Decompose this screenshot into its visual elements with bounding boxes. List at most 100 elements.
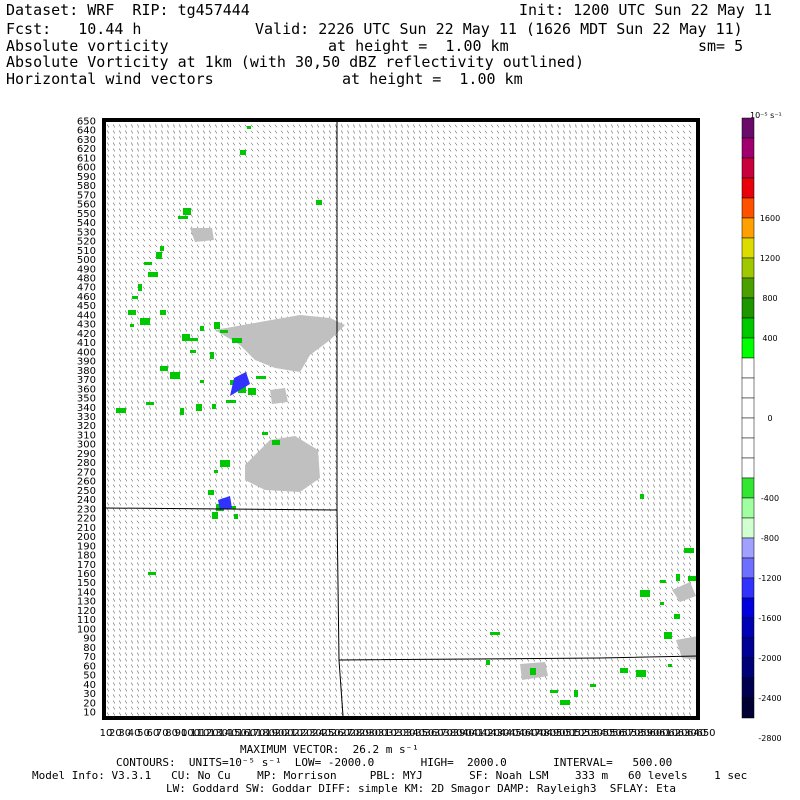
colorbar-tick-label: -800: [761, 534, 779, 543]
y-axis-tick-label: 430: [77, 320, 96, 331]
colorbar-swatch: [741, 297, 755, 319]
colorbar-swatch: [741, 697, 755, 719]
x-axis-tick-label: 60: [147, 728, 160, 739]
vorticity-patch: [620, 668, 628, 673]
x-axis-tick-label: 480: [537, 728, 556, 739]
y-axis-tick-label: 490: [77, 264, 96, 275]
colorbar-swatch: [741, 597, 755, 619]
colorbar-swatch: [741, 417, 755, 439]
vorticity-patch: [200, 380, 204, 383]
negative-vorticity-patch: [218, 496, 232, 510]
y-axis-tick-label: 60: [83, 661, 96, 672]
colorbar-swatch: [741, 377, 755, 399]
x-axis-tick-label: 650: [696, 728, 715, 739]
reflectivity-shading: [190, 228, 698, 680]
max-vector-label: MAXIMUM VECTOR: 26.2 m s⁻¹: [240, 743, 419, 756]
vorticity-patch: [262, 432, 268, 435]
reflectivity-area: [215, 315, 345, 372]
colorbar-swatch: [741, 657, 755, 679]
y-axis-tick-label: 500: [77, 255, 96, 266]
colorbar-swatch: [741, 137, 755, 159]
colorbar-tick-label: 1200: [760, 254, 780, 263]
x-axis-tick-label: 450: [509, 728, 528, 739]
vorticity-patch: [560, 700, 570, 705]
y-axis-tick-label: 530: [77, 227, 96, 238]
y-axis-tick-label: 570: [77, 190, 96, 201]
colorbar-tick-label: -2800: [758, 734, 781, 743]
y-axis-tick-label: 240: [77, 495, 96, 506]
colorbar-swatch: [741, 237, 755, 259]
y-axis-tick-label: 620: [77, 144, 96, 155]
colorbar-swatch: [741, 257, 755, 279]
y-axis-tick-label: 140: [77, 588, 96, 599]
y-axis-tick-label: 220: [77, 514, 96, 525]
x-axis-tick-label: 580: [631, 728, 650, 739]
x-axis-tick-label: 400: [462, 728, 481, 739]
colorbar-swatch: [741, 357, 755, 379]
y-axis-tick-label: 510: [77, 246, 96, 257]
y-axis-tick-label: 350: [77, 394, 96, 405]
y-axis-tick-label: 230: [77, 504, 96, 515]
y-axis-tick-label: 190: [77, 541, 96, 552]
x-axis-tick-label: 290: [359, 728, 378, 739]
vorticity-patch: [220, 460, 230, 467]
x-axis-tick-label: 150: [228, 728, 247, 739]
vorticity-patch: [214, 322, 220, 329]
vorticity-patch: [212, 404, 216, 409]
x-axis-tick-label: 370: [434, 728, 453, 739]
x-axis-tick-label: 270: [340, 728, 359, 739]
vorticity-patch: [684, 548, 694, 553]
x-axis-tick-label: 260: [331, 728, 350, 739]
x-axis-tick-label: 180: [256, 728, 275, 739]
colorbar-swatch: [741, 197, 755, 219]
vorticity-patch: [178, 216, 188, 219]
x-axis-tick-label: 140: [218, 728, 237, 739]
reflectivity-area: [245, 436, 320, 492]
reflectivity-area: [672, 582, 696, 602]
vorticity-patch: [190, 350, 196, 353]
vorticity-patch: [272, 440, 280, 445]
state-border-horizontal-east: [338, 655, 699, 661]
colorbar-tick-label: 1600: [760, 214, 780, 223]
field2-name: Absolute Vorticity at 1km (with 30,50 dB…: [6, 53, 584, 71]
y-axis-tick-label: 50: [83, 671, 96, 682]
y-axis-tick-label: 380: [77, 366, 96, 377]
x-axis-tick-label: 520: [575, 728, 594, 739]
x-axis-tick-label: 320: [387, 728, 406, 739]
y-axis-tick-label: 260: [77, 477, 96, 488]
x-axis-tick-label: 390: [453, 728, 472, 739]
init-time-label: Init: 1200 UTC Sun 22 May 11: [519, 1, 772, 19]
y-axis-tick-label: 250: [77, 486, 96, 497]
vorticity-patch: [486, 660, 490, 665]
y-axis-tick-label: 290: [77, 449, 96, 460]
vorticity-patch: [234, 514, 238, 519]
vorticity-patch: [248, 388, 256, 395]
y-axis-tick-label: 300: [77, 440, 96, 451]
y-axis-tick-label: 80: [83, 643, 96, 654]
wind-vectors: [107, 124, 692, 716]
y-axis-tick-label: 460: [77, 292, 96, 303]
colorbar-swatch: [741, 577, 755, 599]
x-axis-tick-label: 630: [678, 728, 697, 739]
state-border-vertical: [336, 122, 344, 717]
colorbar: 1600 1200 800 400 0 -400 -800 -1200 -1600 -2000 -2…: [741, 117, 782, 743]
x-axis-tick-label: 640: [687, 728, 706, 739]
x-axis-tick-label: 80: [165, 728, 178, 739]
vorticity-patch: [664, 632, 672, 639]
valid-time-label: Valid: 2226 UTC Sun 22 May 11 (1626 MDT …: [255, 20, 743, 38]
vorticity-patch: [140, 318, 150, 325]
x-axis-tick-label: 50: [137, 728, 150, 739]
colorbar-tick-label: -1600: [758, 614, 781, 623]
x-axis-tick-label: 240: [312, 728, 331, 739]
state-border-horizontal-west: [105, 507, 338, 511]
x-axis-tick-label: 550: [603, 728, 622, 739]
x-axis-tick-label: 470: [528, 728, 547, 739]
y-axis-tick-label: 210: [77, 523, 96, 534]
y-axis-tick-label: 560: [77, 200, 96, 211]
model-info-label: Model Info: V3.3.1 CU: No Cu MP: Morriso…: [32, 769, 748, 782]
colorbar-swatch: [741, 557, 755, 579]
colorbar-swatch: [741, 157, 755, 179]
vorticity-patch: [116, 408, 126, 413]
x-axis-tick-label: 460: [518, 728, 537, 739]
x-axis-tick-label: 570: [621, 728, 640, 739]
